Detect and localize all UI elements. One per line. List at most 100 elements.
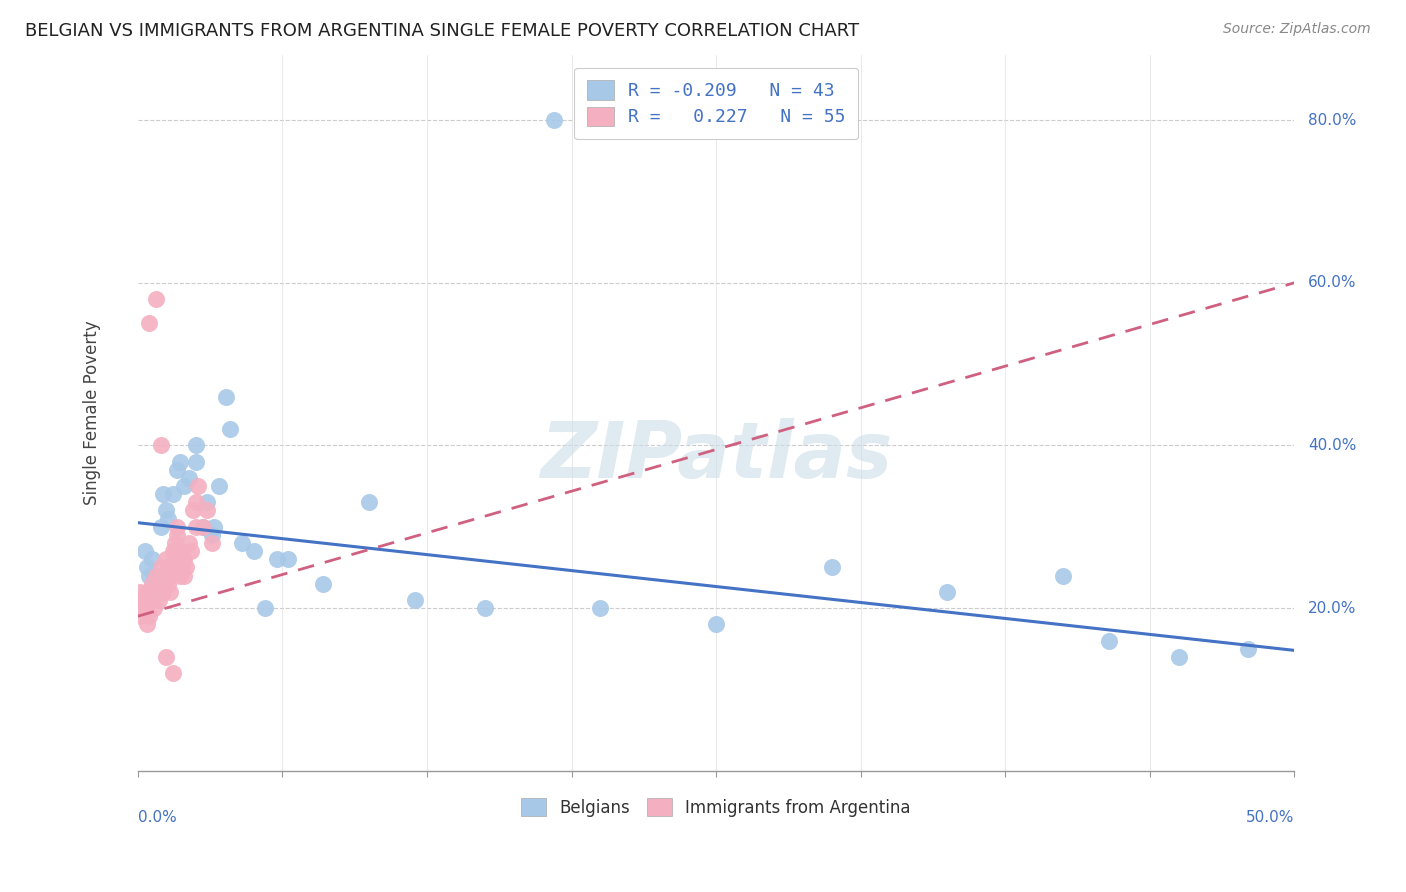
Point [170, 544, 193, 558]
Point [129, 584, 152, 599]
Point [155, 649, 177, 664]
Point [242, 544, 264, 558]
Point [177, 471, 200, 485]
Point [152, 568, 174, 582]
Text: 0.0%: 0.0% [138, 810, 177, 825]
Text: 50.0%: 50.0% [1246, 810, 1295, 825]
Point [1167, 649, 1189, 664]
Point [136, 560, 159, 574]
Point [143, 601, 166, 615]
Point [152, 487, 174, 501]
Point [156, 560, 179, 574]
Point [173, 568, 195, 582]
Point [166, 463, 188, 477]
Point [143, 584, 166, 599]
Point [169, 455, 191, 469]
Point [1098, 633, 1121, 648]
Point [312, 576, 335, 591]
Point [150, 438, 173, 452]
Point [195, 503, 218, 517]
Point [145, 568, 167, 582]
Point [191, 520, 214, 534]
Point [169, 552, 191, 566]
Point [543, 113, 565, 128]
Text: BELGIAN VS IMMIGRANTS FROM ARGENTINA SINGLE FEMALE POVERTY CORRELATION CHART: BELGIAN VS IMMIGRANTS FROM ARGENTINA SIN… [25, 22, 859, 40]
Point [131, 601, 153, 615]
Point [134, 601, 156, 615]
Point [138, 609, 160, 624]
Point [134, 601, 156, 615]
Point [138, 568, 160, 582]
Point [163, 536, 186, 550]
Point [150, 560, 173, 574]
Point [166, 520, 188, 534]
Point [169, 568, 191, 582]
Point [150, 576, 173, 591]
Point [589, 601, 612, 615]
Point [254, 601, 277, 615]
Point [219, 422, 242, 436]
Point [145, 292, 167, 306]
Point [187, 479, 209, 493]
Text: ZIPatlas: ZIPatlas [540, 417, 893, 494]
Point [359, 495, 381, 509]
Point [155, 552, 177, 566]
Point [184, 455, 207, 469]
Point [202, 520, 225, 534]
Point [201, 528, 224, 542]
Point [201, 536, 224, 550]
Point [215, 390, 238, 404]
Point [195, 495, 218, 509]
Point [129, 609, 152, 624]
Point [141, 576, 163, 591]
Text: Single Female Poverty: Single Female Poverty [83, 320, 101, 505]
Point [148, 593, 170, 607]
Text: 80.0%: 80.0% [1308, 112, 1357, 128]
Point [936, 584, 959, 599]
Point [1052, 568, 1074, 582]
Point [131, 593, 153, 607]
Point [138, 317, 160, 331]
Point [156, 511, 179, 525]
Point [184, 495, 207, 509]
Point [704, 617, 727, 632]
Point [231, 536, 253, 550]
Point [404, 593, 426, 607]
Point [162, 487, 184, 501]
Point [138, 593, 160, 607]
Point [191, 520, 214, 534]
Point [173, 479, 195, 493]
Point [208, 479, 231, 493]
Point [143, 568, 166, 582]
Point [474, 601, 496, 615]
Point [183, 503, 205, 517]
Point [162, 544, 184, 558]
Point [148, 568, 170, 582]
Point [177, 536, 200, 550]
Point [145, 584, 167, 599]
Point [155, 568, 177, 582]
Point [148, 576, 170, 591]
Point [152, 584, 174, 599]
Point [180, 544, 202, 558]
Text: 20.0%: 20.0% [1308, 600, 1357, 615]
Point [166, 528, 188, 542]
Point [184, 520, 207, 534]
Point [162, 666, 184, 681]
Point [163, 544, 186, 558]
Text: Source: ZipAtlas.com: Source: ZipAtlas.com [1223, 22, 1371, 37]
Point [184, 438, 207, 452]
Point [141, 593, 163, 607]
Point [159, 584, 181, 599]
Point [176, 560, 198, 574]
Point [150, 520, 173, 534]
Point [821, 560, 844, 574]
Point [173, 552, 195, 566]
Text: 60.0%: 60.0% [1308, 276, 1357, 290]
Point [277, 552, 299, 566]
Point [145, 584, 167, 599]
Point [134, 544, 156, 558]
Point [136, 584, 159, 599]
Point [170, 560, 193, 574]
Point [156, 576, 179, 591]
